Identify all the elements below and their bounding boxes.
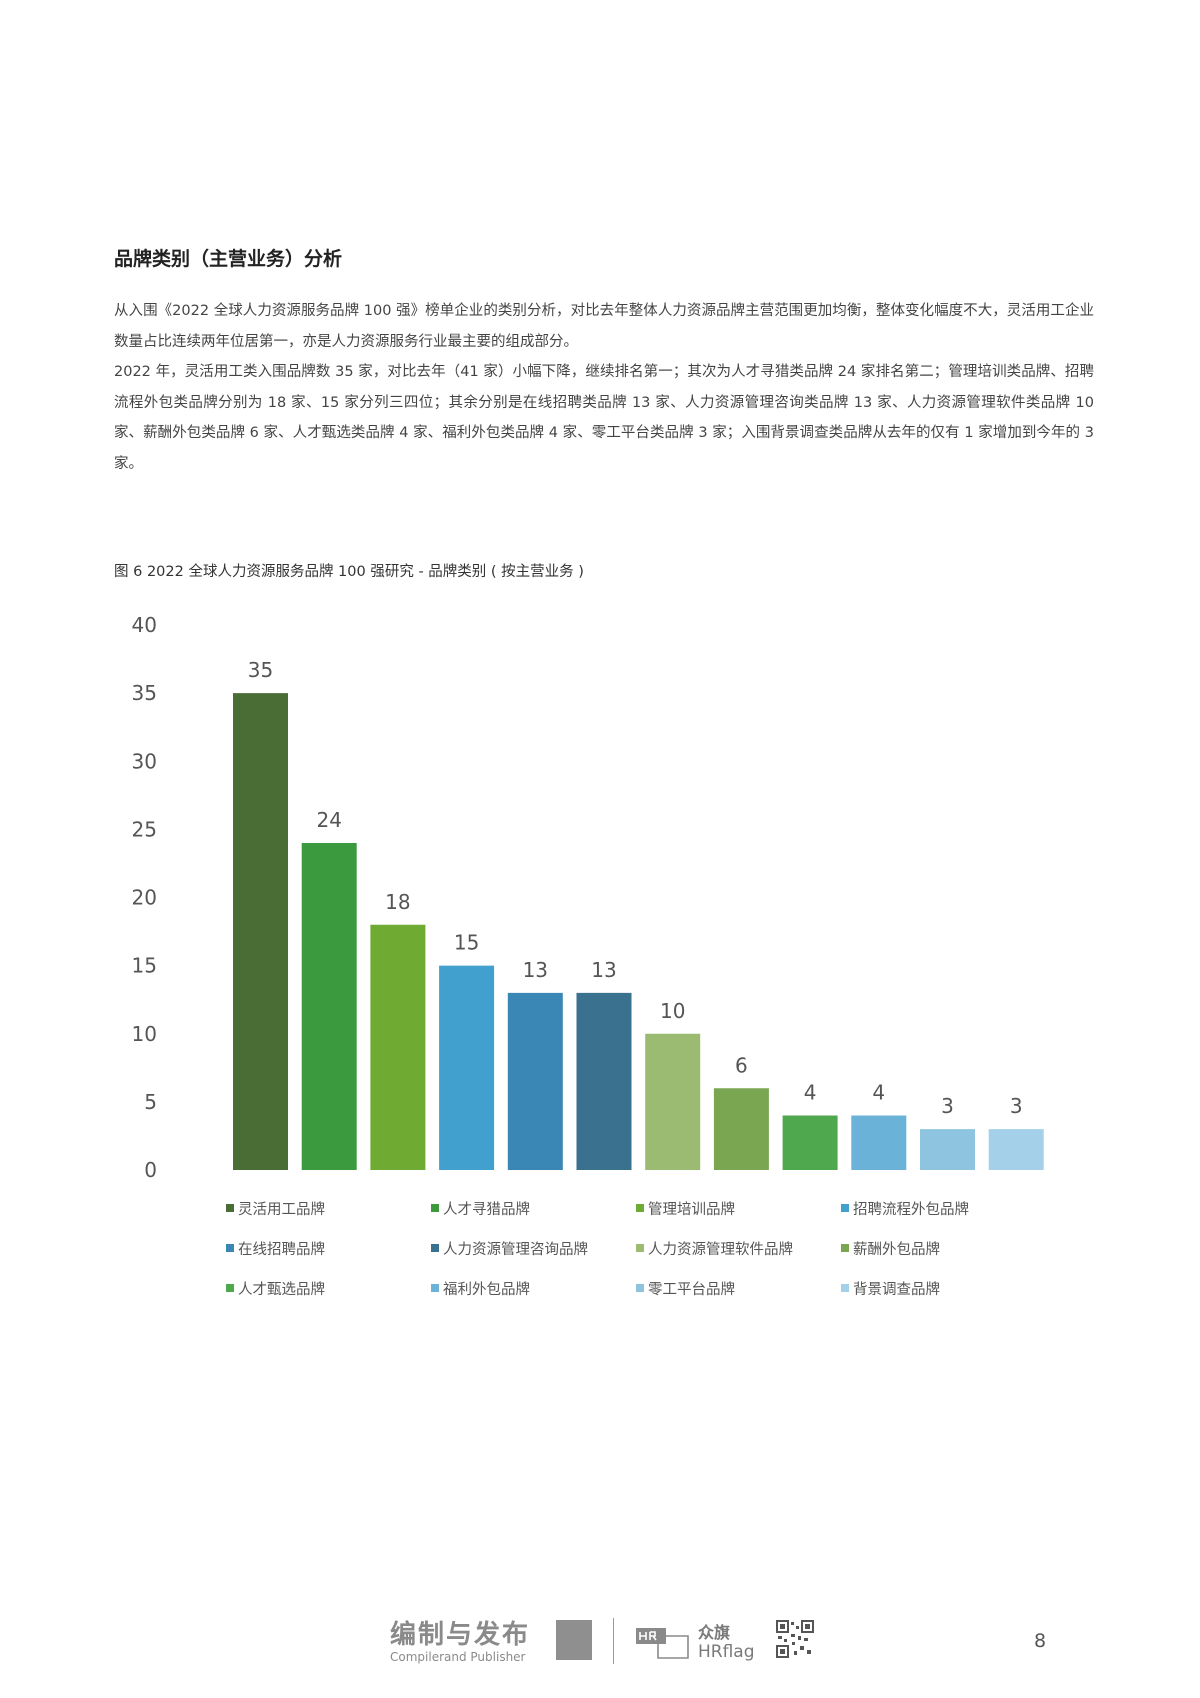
- legend-swatch: [226, 1284, 234, 1292]
- bar-value-label: 15: [454, 931, 479, 955]
- publisher-block: 编制与发布 Compilerand Publisher: [390, 1620, 530, 1664]
- bar: [782, 1115, 838, 1170]
- hrflag-logo-icon: [636, 1628, 689, 1659]
- page-number: 8: [1034, 1630, 1047, 1652]
- bar: [507, 992, 563, 1170]
- publisher-title: 编制与发布: [390, 1620, 531, 1650]
- legend-label: 背景调查品牌: [853, 1281, 940, 1298]
- y-tick-label: 0: [144, 1158, 157, 1182]
- legend-item: 人力资源管理软件品牌: [636, 1236, 841, 1260]
- bar: [713, 1088, 769, 1170]
- legend-label: 招聘流程外包品牌: [853, 1201, 969, 1218]
- legend-swatch: [431, 1204, 439, 1212]
- y-tick-label: 10: [132, 1022, 157, 1046]
- legend-item: 管理培训品牌: [636, 1196, 841, 1220]
- legend-swatch: [431, 1244, 439, 1252]
- page-footer: 编制与发布 Compilerand Publisher 众旗 HRflag 8: [0, 1600, 1200, 1680]
- legend-item: 福利外包品牌: [431, 1276, 636, 1300]
- bar: [370, 924, 426, 1170]
- bar-value-label: 3: [1010, 1094, 1023, 1118]
- legend-label: 人才寻猎品牌: [443, 1201, 530, 1218]
- legend-item: 灵活用工品牌: [226, 1196, 431, 1220]
- publisher-subtitle: Compilerand Publisher: [390, 1650, 526, 1664]
- bar-value-label: 4: [804, 1081, 817, 1105]
- bar: [439, 965, 495, 1170]
- hrflag-cn: 众旗: [698, 1623, 731, 1642]
- bar-chart: 0 5 10 15 20 25 30 35 40 35 24 18 15 13 13 10 6 4 4 3 3: [132, 613, 1044, 1182]
- y-tick-label: 40: [132, 613, 157, 637]
- legend-swatch: [841, 1244, 849, 1252]
- legend-swatch: [636, 1244, 644, 1252]
- legend-swatch: [226, 1204, 234, 1212]
- legend-item: 招聘流程外包品牌: [841, 1196, 1046, 1220]
- body-text: 从入围《2022 全球人力资源服务品牌 100 强》榜单企业的类别分析，对比去年…: [114, 296, 1094, 479]
- y-tick-label: 5: [144, 1090, 157, 1114]
- legend-label: 人力资源管理软件品牌: [648, 1241, 793, 1258]
- hrflag-brand: 众旗 HRflag: [698, 1623, 755, 1663]
- bar-value-label: 6: [735, 1053, 748, 1077]
- bar-value-label: 35: [248, 658, 273, 682]
- y-tick-label: 15: [132, 954, 157, 978]
- paragraph: 2022 年，灵活用工类入围品牌数 35 家，对比去年（41 家）小幅下降，继续…: [114, 364, 1094, 472]
- section-title: 品牌类别（主营业务）分析: [114, 248, 343, 270]
- legend-swatch: [636, 1204, 644, 1212]
- figure-caption: 图 6 2022 全球人力资源服务品牌 100 强研究 - 品牌类别 ( 按主营…: [114, 564, 584, 580]
- legend-item: 背景调查品牌: [841, 1276, 1046, 1300]
- legend-swatch: [636, 1284, 644, 1292]
- legend-swatch: [841, 1284, 849, 1292]
- legend-item: 人力资源管理咨询品牌: [431, 1236, 636, 1260]
- legend-label: 管理培训品牌: [648, 1201, 735, 1218]
- bar-value-label: 18: [385, 890, 410, 914]
- legend-item: 薪酬外包品牌: [841, 1236, 1046, 1260]
- legend-swatch: [226, 1244, 234, 1252]
- legend-label: 零工平台品牌: [648, 1281, 735, 1298]
- bar-value-label: 10: [660, 999, 685, 1023]
- bar: [851, 1115, 907, 1170]
- legend-item: 人才甄选品牌: [226, 1276, 431, 1300]
- footer-divider: [613, 1618, 614, 1664]
- legend-item: 人才寻猎品牌: [431, 1196, 636, 1220]
- y-tick-label: 20: [132, 886, 157, 910]
- bar: [233, 693, 288, 1170]
- y-tick-label: 30: [132, 749, 157, 773]
- legend-label: 福利外包品牌: [443, 1281, 530, 1298]
- bar-value-label: 4: [872, 1081, 885, 1105]
- bar: [988, 1129, 1044, 1170]
- bar-value-label: 13: [591, 958, 616, 982]
- school-logo: [556, 1620, 592, 1660]
- paragraph: 从入围《2022 全球人力资源服务品牌 100 强》榜单企业的类别分析，对比去年…: [114, 303, 1094, 350]
- y-tick-label: 35: [132, 681, 157, 705]
- legend-item: 零工平台品牌: [636, 1276, 841, 1300]
- y-tick-label: 25: [132, 817, 157, 841]
- bar: [301, 843, 357, 1170]
- legend-item: 在线招聘品牌: [226, 1236, 431, 1260]
- bar: [920, 1129, 975, 1170]
- bar-value-label: 3: [941, 1094, 954, 1118]
- bar-value-label: 24: [316, 808, 341, 832]
- legend-label: 人才甄选品牌: [238, 1281, 325, 1298]
- bar-value-label: 13: [523, 958, 548, 982]
- hrflag-en: HRflag: [698, 1642, 755, 1662]
- legend-swatch: [841, 1204, 849, 1212]
- bar: [645, 1033, 701, 1170]
- legend-label: 人力资源管理咨询品牌: [443, 1241, 588, 1258]
- legend-label: 薪酬外包品牌: [853, 1241, 940, 1258]
- chart-legend: 灵活用工品牌 人才寻猎品牌 管理培训品牌 招聘流程外包品牌在线招聘品牌 人力资源管理咨询…: [226, 1196, 1106, 1300]
- legend-label: 灵活用工品牌: [238, 1201, 325, 1218]
- bar: [576, 992, 632, 1170]
- qr-code-icon: [776, 1620, 814, 1658]
- legend-label: 在线招聘品牌: [238, 1241, 325, 1258]
- legend-swatch: [431, 1284, 439, 1292]
